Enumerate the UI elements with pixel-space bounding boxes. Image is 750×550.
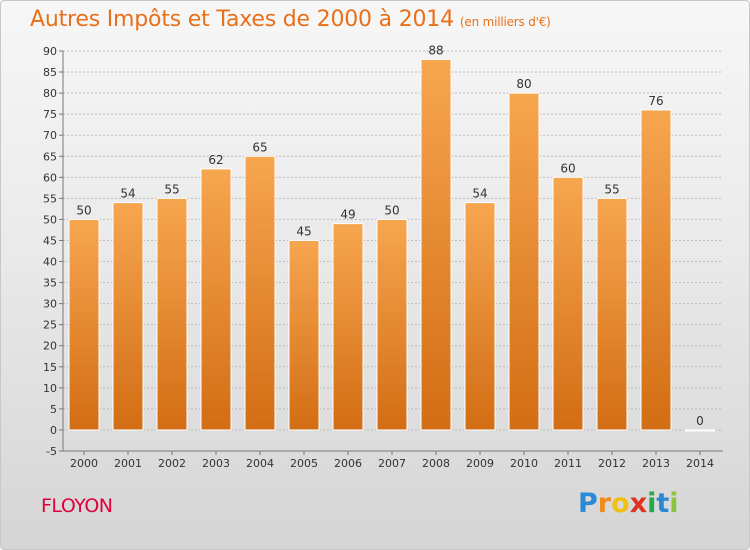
y-tick-label: 45: [43, 234, 57, 247]
x-tick-label: 2008: [422, 457, 450, 470]
value-label: 49: [340, 208, 355, 222]
y-tick-label: 50: [43, 213, 57, 226]
x-tick-label: 2007: [378, 457, 406, 470]
y-tick-label: 30: [43, 298, 57, 311]
y-tick-label: 75: [43, 108, 57, 121]
logo-letter: x: [629, 488, 648, 519]
x-tick-label: 2005: [290, 457, 318, 470]
logo-letter: i: [647, 488, 657, 519]
value-label: 76: [648, 94, 663, 108]
value-label: 50: [76, 203, 91, 217]
y-tick-label: 40: [43, 256, 57, 269]
y-tick-label: 15: [43, 361, 57, 374]
logo-letter: P: [578, 488, 598, 519]
y-tick-label: 0: [50, 424, 57, 437]
bar: [464, 202, 496, 431]
x-tick-label: 2012: [598, 457, 626, 470]
y-tick-label: 55: [43, 192, 57, 205]
x-tick-label: 2002: [158, 457, 186, 470]
value-label: 0: [696, 414, 704, 428]
bar: [508, 92, 540, 431]
y-tick-label: 35: [43, 277, 57, 290]
commune-name: FLOYON: [41, 495, 113, 517]
bar: [288, 239, 320, 431]
y-tick-label: 80: [43, 87, 57, 100]
bar: [684, 429, 716, 432]
y-tick-label: 5: [50, 403, 57, 416]
bar: [244, 155, 276, 431]
y-tick-label: 25: [43, 319, 57, 332]
x-tick-label: 2014: [686, 457, 714, 470]
y-tick-label: 70: [43, 129, 57, 142]
bar: [596, 197, 628, 431]
chart-unit: (en milliers d'€): [459, 15, 551, 29]
value-label: 55: [164, 182, 179, 196]
value-label: 45: [296, 224, 311, 238]
bar: [68, 218, 100, 431]
logo-letter: r: [597, 488, 612, 519]
y-tick-label: 90: [43, 45, 57, 58]
chart-title: Autres Impôts et Taxes de 2000 à 2014 (en…: [30, 7, 551, 32]
x-tick-label: 2013: [642, 457, 670, 470]
bar: [640, 109, 672, 431]
value-label: 62: [208, 153, 223, 167]
y-tick-label: -5: [46, 445, 57, 458]
proxiti-logo: Proxiti: [578, 488, 679, 519]
bar: [112, 202, 144, 431]
x-tick-label: 2009: [466, 457, 494, 470]
bars: [68, 58, 716, 432]
y-tick-label: 60: [43, 171, 57, 184]
value-labels: 50 54 55 62 65 45 49 50 88 54 80 60 55 76 0: [76, 43, 703, 428]
x-tick-label: 2011: [554, 457, 582, 470]
x-tick-label: 2010: [510, 457, 538, 470]
value-label: 88: [428, 43, 443, 57]
axes: -5 0 5 10 15 20 25 30 35 40 45 50 55 60 65 70 75 80 85 90 20…: [43, 45, 723, 470]
x-tick-label: 2004: [246, 457, 274, 470]
x-tick-label: 2000: [70, 457, 98, 470]
value-label: 80: [516, 77, 531, 91]
bar: [332, 223, 364, 431]
bar: [552, 176, 584, 431]
y-tick-label: 20: [43, 340, 57, 353]
x-tick-label: 2003: [202, 457, 230, 470]
value-label: 60: [560, 161, 575, 175]
y-tick-label: 10: [43, 382, 57, 395]
value-label: 54: [120, 187, 135, 201]
bar: [156, 197, 188, 431]
y-tick-label: 85: [43, 66, 57, 79]
x-tick-label: 2001: [114, 457, 142, 470]
x-tick-label: 2006: [334, 457, 362, 470]
chart-title-text: Autres Impôts et Taxes de 2000 à 2014: [30, 7, 454, 32]
value-label: 55: [604, 182, 619, 196]
logo-letter: o: [611, 488, 630, 519]
value-label: 54: [472, 187, 487, 201]
value-label: 50: [384, 203, 399, 217]
bar: [200, 168, 232, 431]
y-tick-label: 65: [43, 150, 57, 163]
logo-letter: t: [656, 488, 670, 519]
value-label: 65: [252, 140, 267, 154]
logo-letter: i: [669, 488, 679, 519]
bar: [420, 58, 452, 431]
bar: [376, 218, 408, 431]
